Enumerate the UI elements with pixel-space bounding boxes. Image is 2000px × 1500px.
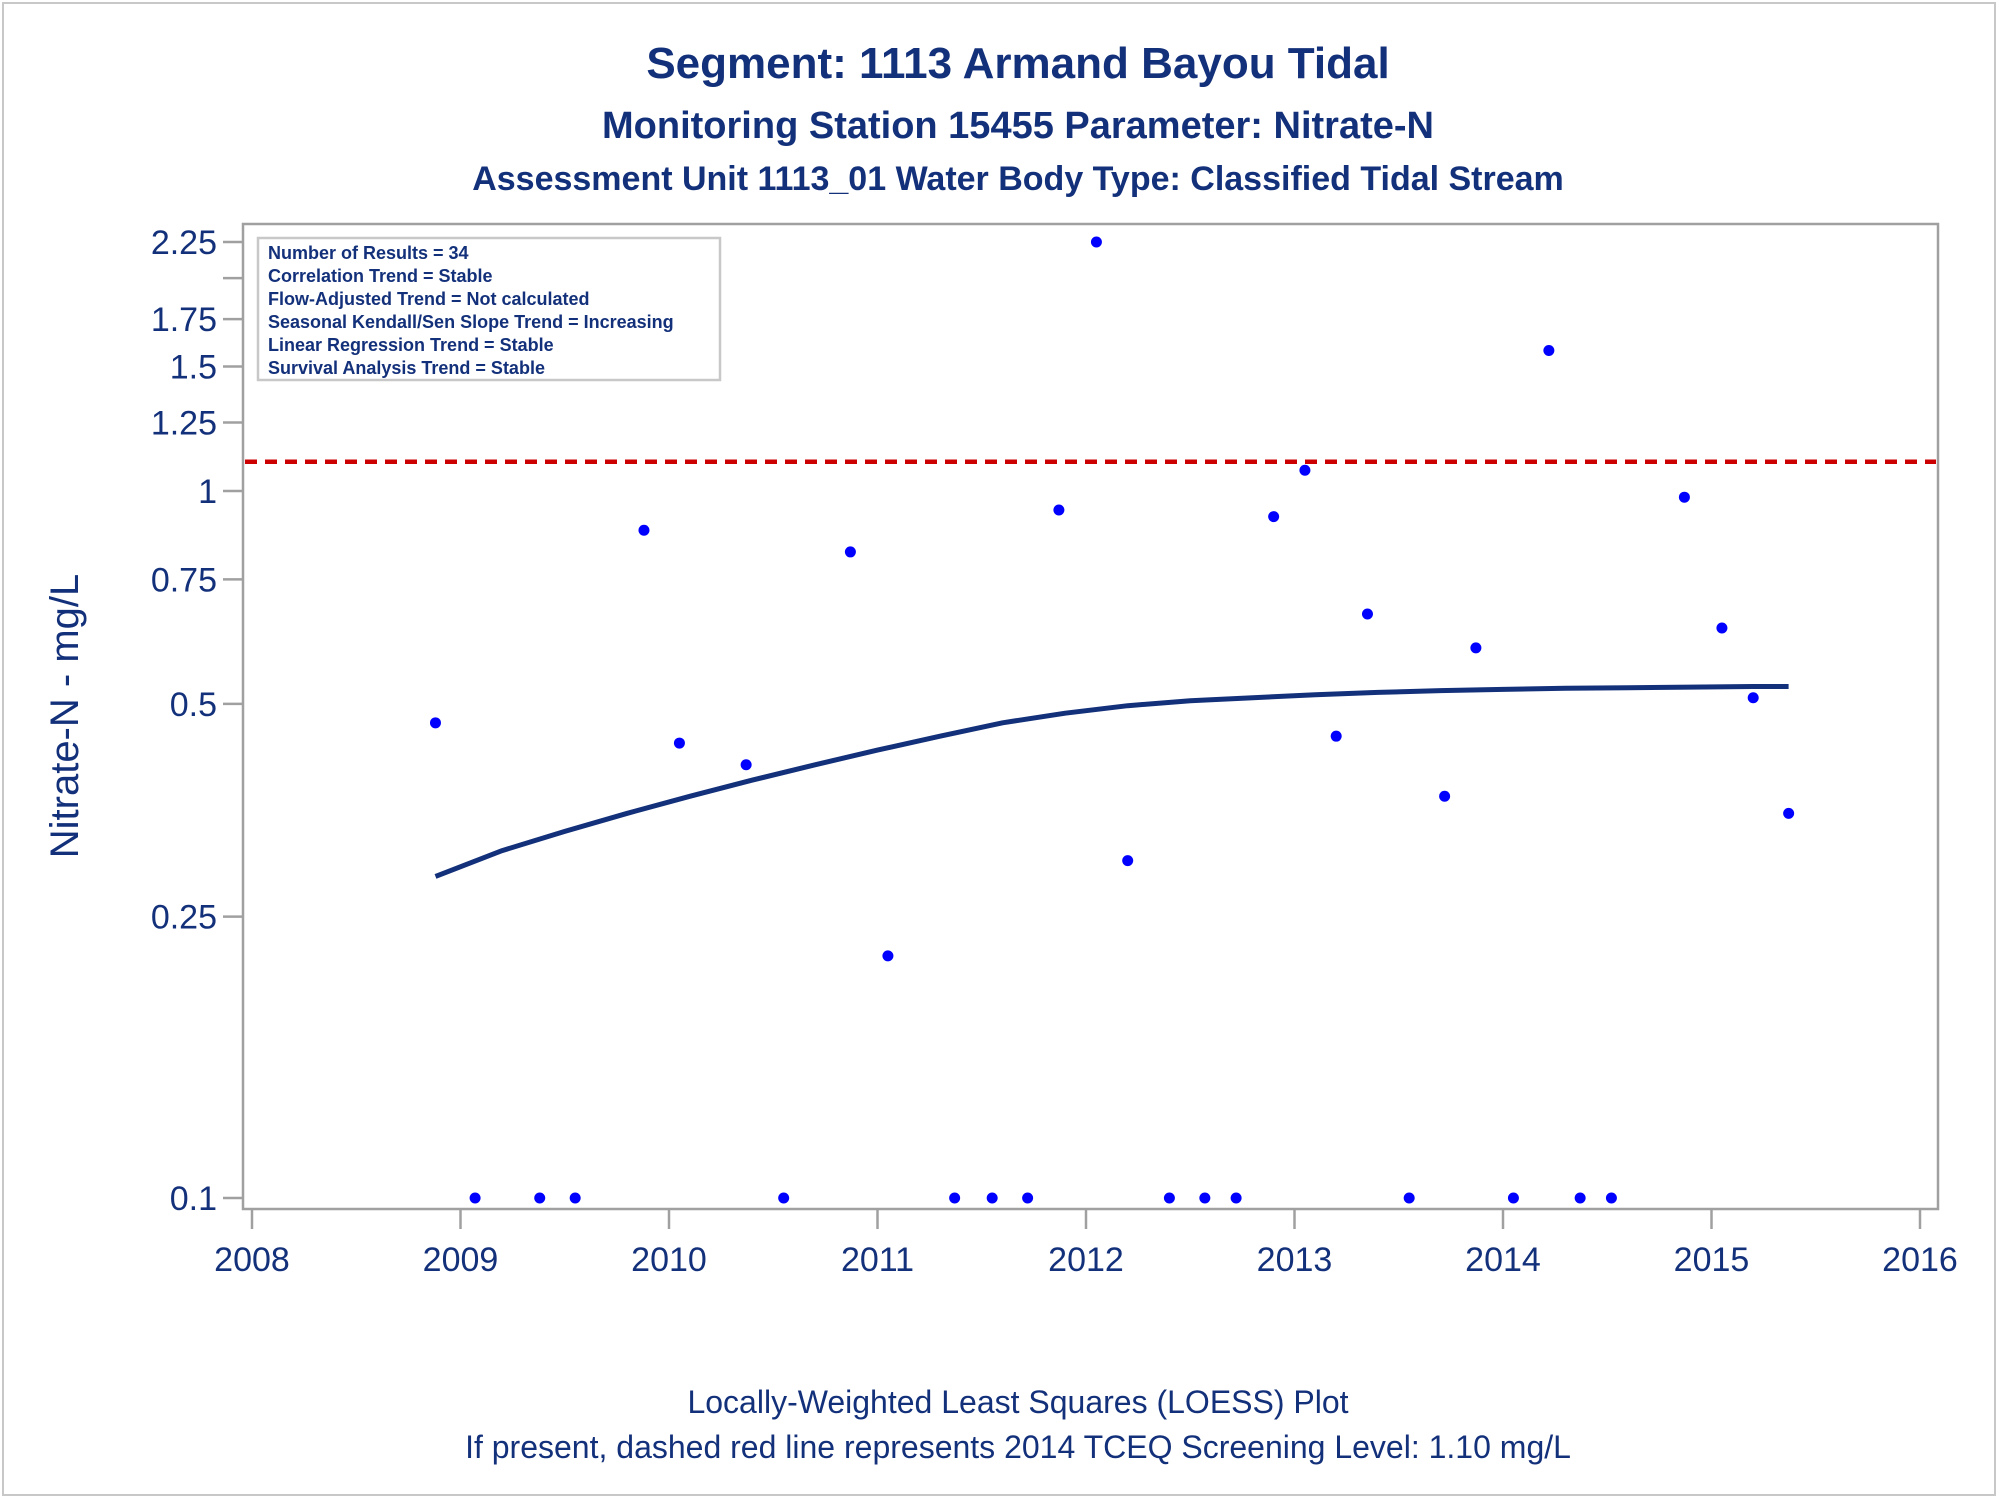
data-point (1403, 1192, 1415, 1204)
x-tick-label: 2014 (1465, 1241, 1541, 1279)
stats-inset-box (256, 236, 722, 382)
footnote-loess: Locally-Weighted Least Squares (LOESS) P… (687, 1384, 1348, 1420)
x-tick-label: 2010 (631, 1241, 707, 1279)
y-tick-label: 0.1 (170, 1180, 217, 1218)
chart-subtitle-2: Assessment Unit 1113_01 Water Body Type:… (472, 160, 1564, 198)
x-tick-label: 2016 (1882, 1241, 1958, 1279)
data-point (882, 950, 894, 962)
data-point (1090, 236, 1102, 248)
data-point (469, 1192, 481, 1204)
inset-line-correlation: Correlation Trend = Stable (268, 266, 493, 286)
data-point (569, 1192, 581, 1204)
inset-line-seasonal-kendall: Seasonal Kendall/Sen Slope Trend = Incre… (268, 312, 674, 332)
loess-curve (434, 684, 1789, 879)
y-tick-label: 2.25 (151, 224, 217, 262)
data-point (1122, 855, 1134, 867)
footnote-screening: If present, dashed red line represents 2… (465, 1429, 1571, 1465)
x-tick-label: 2009 (423, 1241, 499, 1279)
x-tick-label: 2008 (214, 1241, 290, 1279)
data-point (1199, 1192, 1211, 1204)
y-tick-label: 1.25 (151, 404, 217, 442)
data-point (1022, 1192, 1034, 1204)
data-point (638, 524, 650, 536)
data-point (1268, 511, 1280, 523)
data-point (1361, 608, 1373, 620)
data-point (534, 1192, 546, 1204)
y-tick-label: 0.5 (170, 686, 217, 724)
data-point (1716, 622, 1728, 634)
data-point (949, 1192, 961, 1204)
data-point (844, 546, 856, 558)
y-axis-label: Nitrate-N - mg/L (43, 574, 87, 859)
chart-title: Segment: 1113 Armand Bayou Tidal (646, 39, 1389, 88)
inset-line-flow-adjusted: Flow-Adjusted Trend = Not calculated (268, 289, 590, 309)
data-point (1053, 504, 1065, 516)
data-point (1678, 491, 1690, 503)
x-tick-label: 2015 (1674, 1241, 1750, 1279)
data-point (1543, 345, 1555, 357)
y-tick-label: 0.75 (151, 561, 217, 599)
data-point (778, 1192, 790, 1204)
data-points (429, 236, 1795, 1204)
x-axis: 2008 2009 2010 2011 2012 2013 2014 2015 2016 (214, 1209, 1958, 1279)
data-point (1163, 1192, 1175, 1204)
plot-area (241, 222, 1940, 1211)
data-point (1747, 692, 1759, 704)
data-point (1783, 807, 1795, 819)
data-point (986, 1192, 998, 1204)
chart-subtitle: Monitoring Station 15455 Parameter: Nitr… (602, 105, 1434, 147)
data-point (740, 759, 752, 771)
inset-line-survival: Survival Analysis Trend = Stable (268, 358, 545, 378)
x-tick-label: 2013 (1257, 1241, 1333, 1279)
y-tick-label: 0.25 (151, 899, 217, 937)
data-point (673, 737, 685, 749)
y-tick-label: 1.75 (151, 301, 217, 339)
inset-line-results: Number of Results = 34 (268, 243, 469, 263)
data-point (1299, 464, 1311, 476)
data-point (1230, 1192, 1242, 1204)
data-point (1507, 1192, 1519, 1204)
y-tick-label: 1.5 (170, 348, 217, 386)
data-point (1605, 1192, 1617, 1204)
y-tick-label: 1 (198, 473, 217, 511)
y-axis: 0.1 0.25 0.5 0.75 1 1.25 1.5 1.75 2.25 (151, 224, 243, 1218)
data-point (1439, 790, 1451, 802)
x-tick-label: 2012 (1048, 1241, 1124, 1279)
data-point (1470, 642, 1482, 654)
data-point (1330, 730, 1342, 742)
x-tick-label: 2011 (841, 1241, 914, 1279)
data-point (429, 717, 441, 729)
inset-line-linear-regression: Linear Regression Trend = Stable (268, 335, 554, 355)
data-point (1574, 1192, 1586, 1204)
